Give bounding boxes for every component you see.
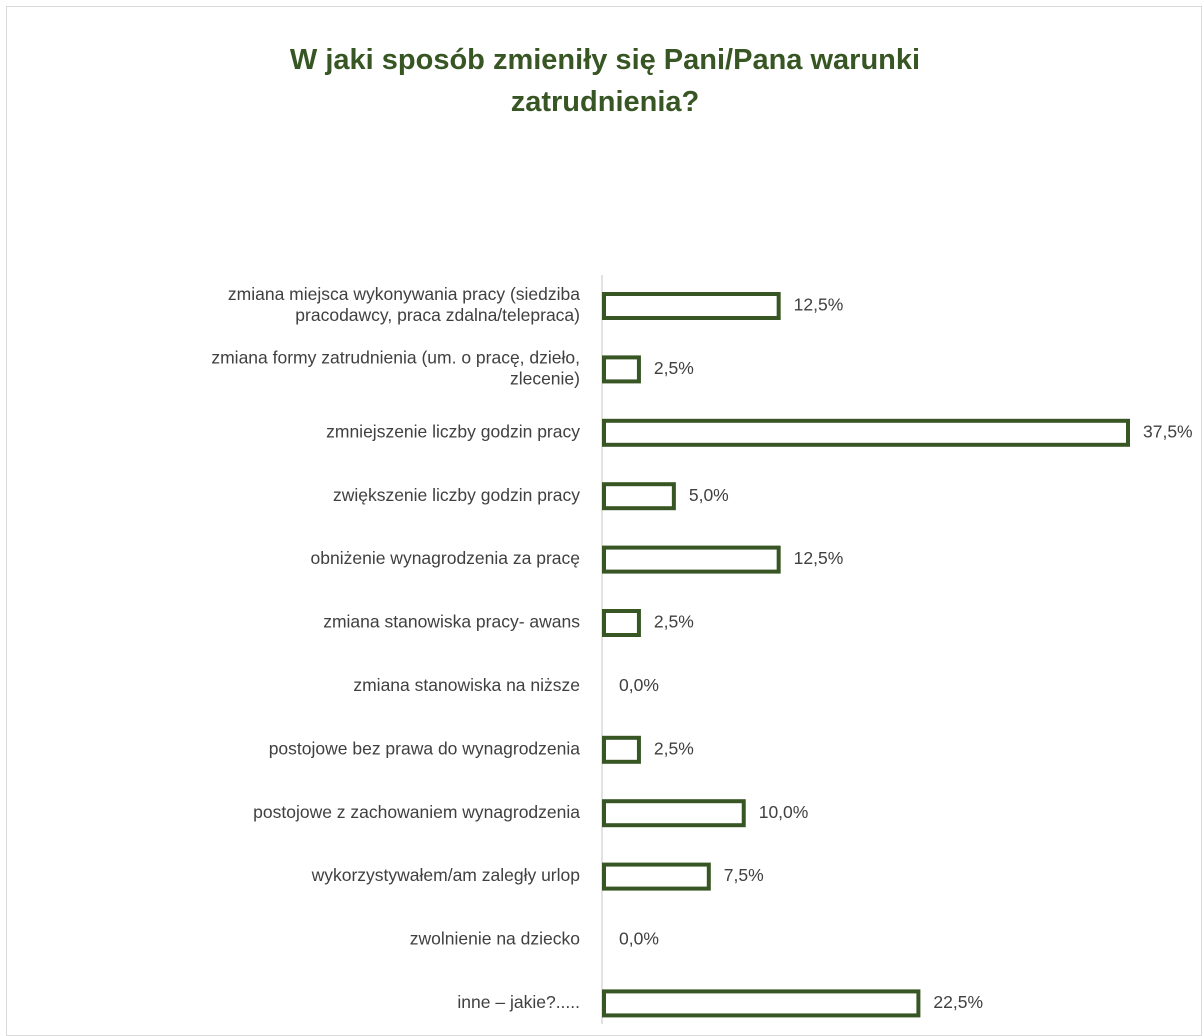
category-label-line: zmiana miejsca wykonywania pracy (siedzi…: [228, 284, 580, 304]
data-label: 37,5%: [1143, 421, 1193, 441]
data-label: 22,5%: [933, 992, 983, 1012]
category-label-line: obniżenie wynagrodzenia za pracę: [311, 548, 580, 568]
category-label: zmiana miejsca wykonywania pracy (siedzi…: [228, 284, 580, 325]
data-label: 2,5%: [654, 612, 694, 632]
chart-title: W jaki sposób zmieniły się Pani/Pana war…: [289, 44, 921, 118]
bar: [602, 609, 641, 637]
category-label-line: wykorzystywałem/am zaległy urlop: [311, 865, 580, 885]
category-label-line: zmiana stanowiska pracy- awans: [323, 612, 580, 632]
category-label-line: zwolnienie na dziecko: [410, 929, 580, 949]
data-label: 0,0%: [619, 675, 659, 695]
data-label: 10,0%: [759, 802, 809, 822]
category-label: zmiana stanowiska na niższe: [353, 675, 580, 695]
bar: [602, 799, 746, 828]
data-label: 2,5%: [654, 358, 694, 378]
category-label: zwiększenie liczby godzin pracy: [333, 485, 580, 505]
bar: [602, 735, 641, 764]
category-label: inne – jakie?.....: [457, 992, 580, 1012]
category-label-line: zlecenie): [510, 369, 580, 389]
bar: [602, 545, 781, 574]
data-label: 5,0%: [689, 485, 729, 505]
category-label-line: zwiększenie liczby godzin pracy: [333, 485, 580, 505]
category-label: zwolnienie na dziecko: [410, 929, 580, 949]
bar: [602, 989, 921, 1018]
category-label-line: postojowe z zachowaniem wynagrodzenia: [253, 802, 580, 822]
bar: [602, 482, 676, 511]
category-label: postojowe z zachowaniem wynagrodzenia: [253, 802, 580, 822]
bar: [602, 292, 781, 320]
category-label-line: zmniejszenie liczby godzin pracy: [326, 421, 580, 441]
category-label-line: pracodawcy, praca zdalna/telepraca): [295, 305, 580, 325]
category-label: zmniejszenie liczby godzin pracy: [326, 421, 580, 441]
data-label: 2,5%: [654, 738, 694, 758]
category-label-line: inne – jakie?.....: [457, 992, 580, 1012]
data-label: 0,0%: [619, 929, 659, 949]
category-label: zmiana stanowiska pracy- awans: [323, 612, 580, 632]
data-label: 12,5%: [794, 548, 844, 568]
category-label: zmiana formy zatrudnienia (um. o pracę, …: [211, 348, 580, 389]
category-label: obniżenie wynagrodzenia za pracę: [311, 548, 580, 568]
data-label: 12,5%: [794, 295, 844, 315]
category-label-line: zmiana formy zatrudnienia (um. o pracę, …: [211, 348, 580, 368]
category-label-line: zmiana stanowiska na niższe: [353, 675, 580, 695]
bar: [602, 418, 1130, 447]
data-label: 7,5%: [724, 865, 764, 885]
category-label: wykorzystywałem/am zaległy urlop: [311, 865, 580, 885]
bar: [602, 862, 711, 891]
bar: [602, 355, 641, 384]
category-label-line: postojowe bez prawa do wynagrodzenia: [269, 738, 581, 758]
category-label: postojowe bez prawa do wynagrodzenia: [269, 738, 581, 758]
